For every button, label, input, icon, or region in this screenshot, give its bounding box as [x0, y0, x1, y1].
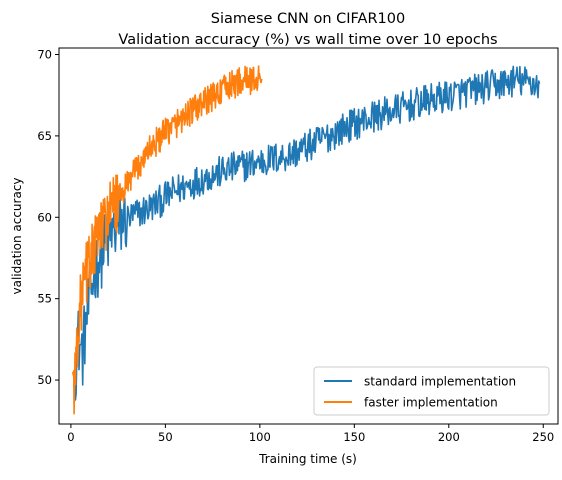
y-tick-label: 50	[37, 373, 52, 387]
plot-lines	[72, 65, 541, 415]
y-tick-label: 70	[37, 48, 52, 62]
x-tick-label: 250	[532, 430, 554, 444]
x-tick-label: 100	[249, 430, 271, 444]
legend-label-standard: standard implementation	[364, 375, 516, 389]
series-line-standard	[73, 65, 541, 401]
y-axis-label: validation accuracy	[10, 177, 24, 294]
legend-box	[313, 366, 550, 416]
x-axis-ticks: 0 50 100 150 200 250	[67, 424, 554, 444]
x-axis-label: Training time (s)	[258, 452, 357, 466]
y-tick-label: 55	[37, 292, 52, 306]
legend-label-faster: faster implementation	[364, 396, 498, 410]
chart-title: Siamese CNN on CIFAR100	[211, 11, 405, 27]
plot-frame	[58, 47, 559, 425]
legend: standard implementation faster implement…	[313, 366, 550, 416]
y-axis-ticks: 50 55 60 65 70	[37, 48, 59, 387]
x-tick-label: 0	[67, 430, 74, 444]
x-tick-label: 150	[343, 430, 365, 444]
y-tick-label: 65	[37, 129, 52, 143]
x-tick-label: 200	[438, 430, 460, 444]
y-tick-label: 60	[37, 210, 52, 224]
chart-subtitle: Validation accuracy (%) vs wall time ove…	[118, 32, 497, 48]
x-tick-label: 50	[158, 430, 173, 444]
series-line-faster	[72, 65, 263, 415]
